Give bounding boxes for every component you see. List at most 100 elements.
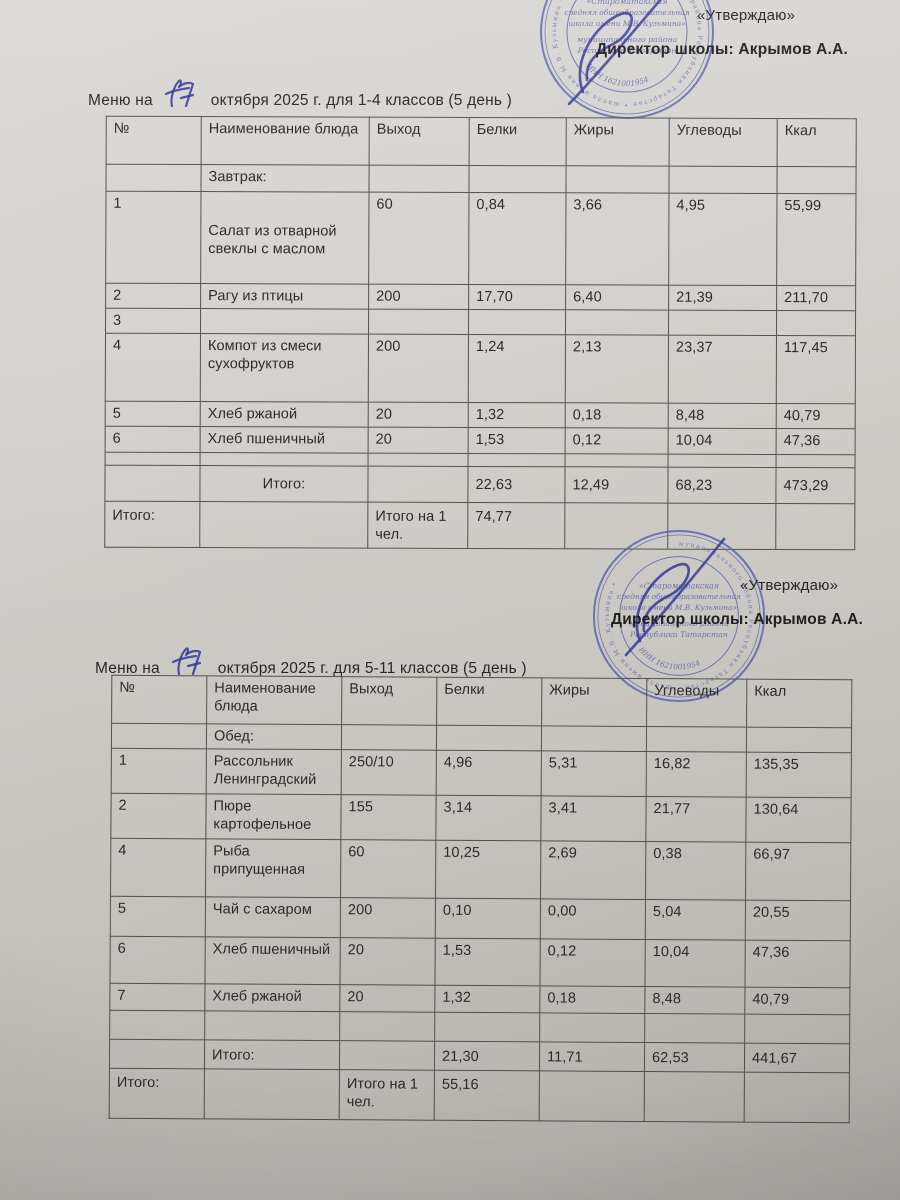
table-row: 6 Хлеб пшеничный 20 1,53 0,12 10,04 47,36: [109, 936, 851, 988]
table-row: 3: [105, 308, 856, 337]
table-cell: [776, 166, 857, 194]
table-cell: [468, 452, 566, 467]
table-cell: 55,16: [434, 1070, 540, 1121]
table-row: 2 Рагу из птицы 200 17,70 6,40 21,39 211,70: [105, 283, 856, 311]
table-cell: 62,53: [644, 1042, 745, 1073]
table-cell: 40,79: [776, 403, 856, 430]
table-header-row: № Наименование блюда Выход Белки Жиры Углевод…: [111, 675, 852, 728]
table-cell: 2: [105, 283, 201, 309]
table-cell: Итого на 1 чел.: [339, 1069, 435, 1121]
table-cell: [105, 164, 202, 192]
table-cell: 21,77: [645, 796, 747, 843]
table-cell: 8,48: [644, 986, 745, 1015]
table-row: 5 Чай с сахаром 200 0,10 0,00 5,04 20,55: [110, 896, 851, 941]
table-row: Итого: 21,30 11,71 62,53 441,67: [109, 1039, 850, 1073]
table-cell: [746, 727, 852, 753]
table-cell: [104, 464, 201, 502]
table-header-cell: Жиры: [541, 677, 647, 727]
table-cell: 250/10: [341, 749, 437, 796]
table-cell: [111, 723, 207, 749]
table-cell: [109, 1039, 205, 1069]
menu-title-2: Меню на октября 2025 г. для 5-11 классов…: [95, 646, 527, 678]
table-cell: 21,30: [434, 1041, 540, 1071]
table-cell: 6: [105, 426, 201, 453]
table-cell: 5: [110, 896, 206, 937]
table-cell: 6: [109, 936, 206, 984]
table-cell: [368, 309, 469, 335]
table-header-cell: Ккал: [777, 118, 857, 167]
table-header-cell: Выход: [341, 676, 437, 726]
table-cell: Итого:: [109, 1068, 205, 1119]
table-cell: Итого:: [204, 1039, 340, 1070]
approval-quote: «Утверждаю»: [697, 7, 796, 24]
table-cell: 60: [368, 192, 469, 285]
table-row: 1 Рассольник Ленинградский 250/10 4,96 5,31 1…: [111, 748, 852, 798]
table-cell: [668, 166, 778, 194]
table-cell: 23,37: [668, 335, 777, 404]
table-row: Завтрак:: [105, 164, 857, 194]
table-cell: [339, 1040, 435, 1071]
table-cell: [776, 310, 856, 337]
table-cell: [468, 165, 567, 193]
table-cell: 130,64: [745, 797, 852, 843]
table-cell: 5,04: [645, 899, 746, 941]
table-cell: [105, 451, 201, 466]
table-cell: 22,63: [467, 465, 566, 503]
table-cell: 200: [368, 284, 469, 310]
table-cell: 20: [368, 402, 469, 428]
table-cell: Итого:: [199, 465, 369, 502]
table-cell: 47,36: [776, 428, 856, 455]
table-cell: 5: [105, 401, 201, 427]
director-signature: [624, 537, 726, 657]
table-cell: 17,70: [468, 284, 566, 310]
table-cell: 16,82: [646, 751, 747, 798]
table-cell: 155: [340, 794, 437, 841]
table-row: 1 Салат из отварной свеклы с маслом 60 0,84…: [105, 191, 856, 286]
table-cell: Обед:: [206, 723, 342, 750]
svg-text:ИНН 1621001954: ИНН 1621001954: [636, 644, 702, 671]
table-cell: [565, 165, 670, 194]
table-cell: 4: [110, 838, 206, 897]
table-cell: 2,69: [540, 840, 646, 900]
table-cell: [668, 453, 777, 468]
table-cell: 10,04: [644, 939, 746, 988]
stamp-org-line: средняя общеобразовательная: [564, 8, 689, 17]
director-line: Директор школы: Акрымов А.А.: [596, 41, 848, 58]
table-cell: 211,70: [776, 285, 856, 311]
table-cell: 3,66: [565, 192, 669, 286]
table-cell: [646, 726, 747, 753]
table-cell: 12,49: [564, 466, 669, 503]
handwritten-date-icon: [171, 647, 202, 676]
table-header-cell: Углеводы: [669, 118, 778, 167]
table-header-cell: Углеводы: [646, 678, 747, 728]
table-cell: [367, 465, 469, 502]
table-cell: 0,00: [540, 898, 646, 940]
table-cell: 0,12: [539, 938, 646, 987]
table-cell: [339, 1011, 435, 1042]
table-cell: 2: [110, 793, 207, 839]
table-cell: [434, 1012, 540, 1042]
table-cell: 40,79: [744, 987, 850, 1015]
table-cell: 60: [340, 839, 436, 899]
table-cell: 8,48: [668, 403, 777, 429]
table-cell: Хлеб пшеничный: [200, 426, 369, 453]
table-cell: Хлеб пшеничный: [204, 936, 341, 985]
table-cell: Рассольник Ленинградский: [206, 748, 342, 795]
table-header-cell: №: [106, 116, 202, 165]
table-cell: 74,77: [467, 501, 565, 549]
table-cell: Салат из отварной свеклы с маслом: [200, 191, 369, 285]
table-cell: Рыба припущенная: [205, 838, 341, 898]
table-cell: 20,55: [745, 900, 851, 941]
table-cell: [667, 502, 776, 550]
table-cell: 1: [105, 191, 201, 284]
table-cell: 20: [368, 427, 469, 453]
table-cell: 66,97: [745, 842, 851, 901]
table-header-cell: Наименование блюда: [206, 675, 342, 725]
table-cell: [775, 503, 855, 550]
table-cell: 135,35: [746, 752, 852, 798]
table-cell: 4,95: [668, 193, 777, 286]
table-cell: Завтрак:: [200, 164, 370, 193]
menu-title-suffix: октября 2025 г. для 1-4 классов (5 день …: [210, 92, 513, 109]
table-cell: 0,18: [565, 403, 669, 429]
table-cell: 0,10: [435, 898, 541, 939]
